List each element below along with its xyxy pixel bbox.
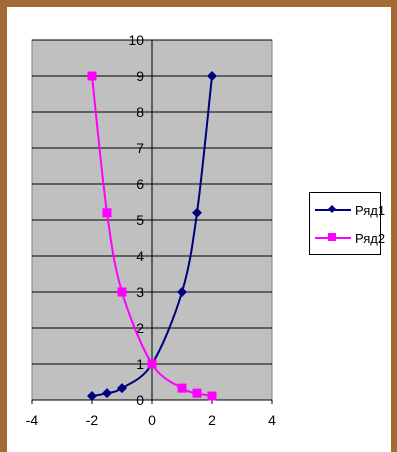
chart-svg: -4 -2 0 2 4 0 1 2 3 4 5 6 7 8 9 10 [26,32,276,428]
slide-frame-left [0,0,7,452]
y-tick-label-9: 9 [136,68,144,84]
chart-area: -4 -2 0 2 4 0 1 2 3 4 5 6 7 8 9 10 Ряд1 Ряд2 [7,7,391,452]
series-1-point-6 [192,207,202,218]
y-tick-label-7: 7 [136,140,144,156]
x-tick-label--2: -2 [86,412,99,428]
legend-label-series-2: Ряд2 [355,230,386,246]
y-tick-label-0: 0 [136,392,144,408]
y-tick-label-3: 3 [136,284,144,300]
series-2-point-6 [192,388,202,398]
slide-frame-top [0,0,397,7]
y-tick-label-10: 10 [128,32,144,48]
series-1-point-5 [177,287,187,297]
series-1-point-7 [207,71,217,81]
series-group [87,71,217,402]
series-1-point-2 [102,388,112,399]
series-2-point-4 [147,359,157,369]
x-tick-labels: -4 -2 0 2 4 [26,412,276,428]
series-2-point-1 [87,71,97,81]
x-tick-label-0: 0 [148,412,156,428]
series-1-point-3 [117,383,127,394]
x-tick-label-2: 2 [208,412,216,428]
legend: Ряд1 Ряд2 [309,192,385,255]
legend-item-series-2: Ряд2 [315,229,385,247]
legend-label-series-1: Ряд1 [355,202,386,218]
legend-line-series-2 [315,233,351,241]
y-tick-label-8: 8 [136,104,144,120]
square-marker-icon [328,233,336,241]
y-tick-label-5: 5 [136,212,144,228]
series-2-point-3 [117,287,127,297]
y-tick-label-6: 6 [136,176,144,192]
series-2-point-2 [102,208,112,218]
diamond-marker-icon [328,205,336,213]
y-tick-labels: 0 1 2 3 4 5 6 7 8 9 10 [128,32,144,408]
y-tick-label-1: 1 [136,356,144,372]
x-tick-label-4: 4 [268,412,276,428]
axes [31,39,273,404]
series-2-point-7 [207,391,217,401]
series-2-point-5 [177,383,187,393]
legend-line-series-1 [315,205,351,213]
legend-item-series-1: Ряд1 [315,201,385,219]
series-1-point-1 [87,391,97,402]
slide-frame-right [391,0,397,452]
y-tick-label-4: 4 [136,248,144,264]
x-tick-label--4: -4 [26,412,39,428]
y-tick-label-2: 2 [136,320,144,336]
